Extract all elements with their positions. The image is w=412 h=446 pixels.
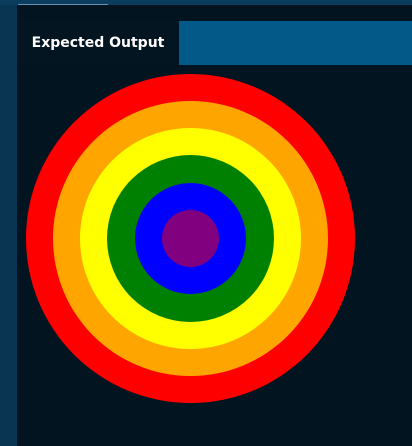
ring-purple	[162, 210, 219, 267]
top-strip	[0, 0, 412, 5]
top-strip-indicator	[18, 4, 108, 5]
output-canvas	[17, 65, 412, 446]
tab-expected-output[interactable]: Expected Output	[17, 21, 179, 65]
